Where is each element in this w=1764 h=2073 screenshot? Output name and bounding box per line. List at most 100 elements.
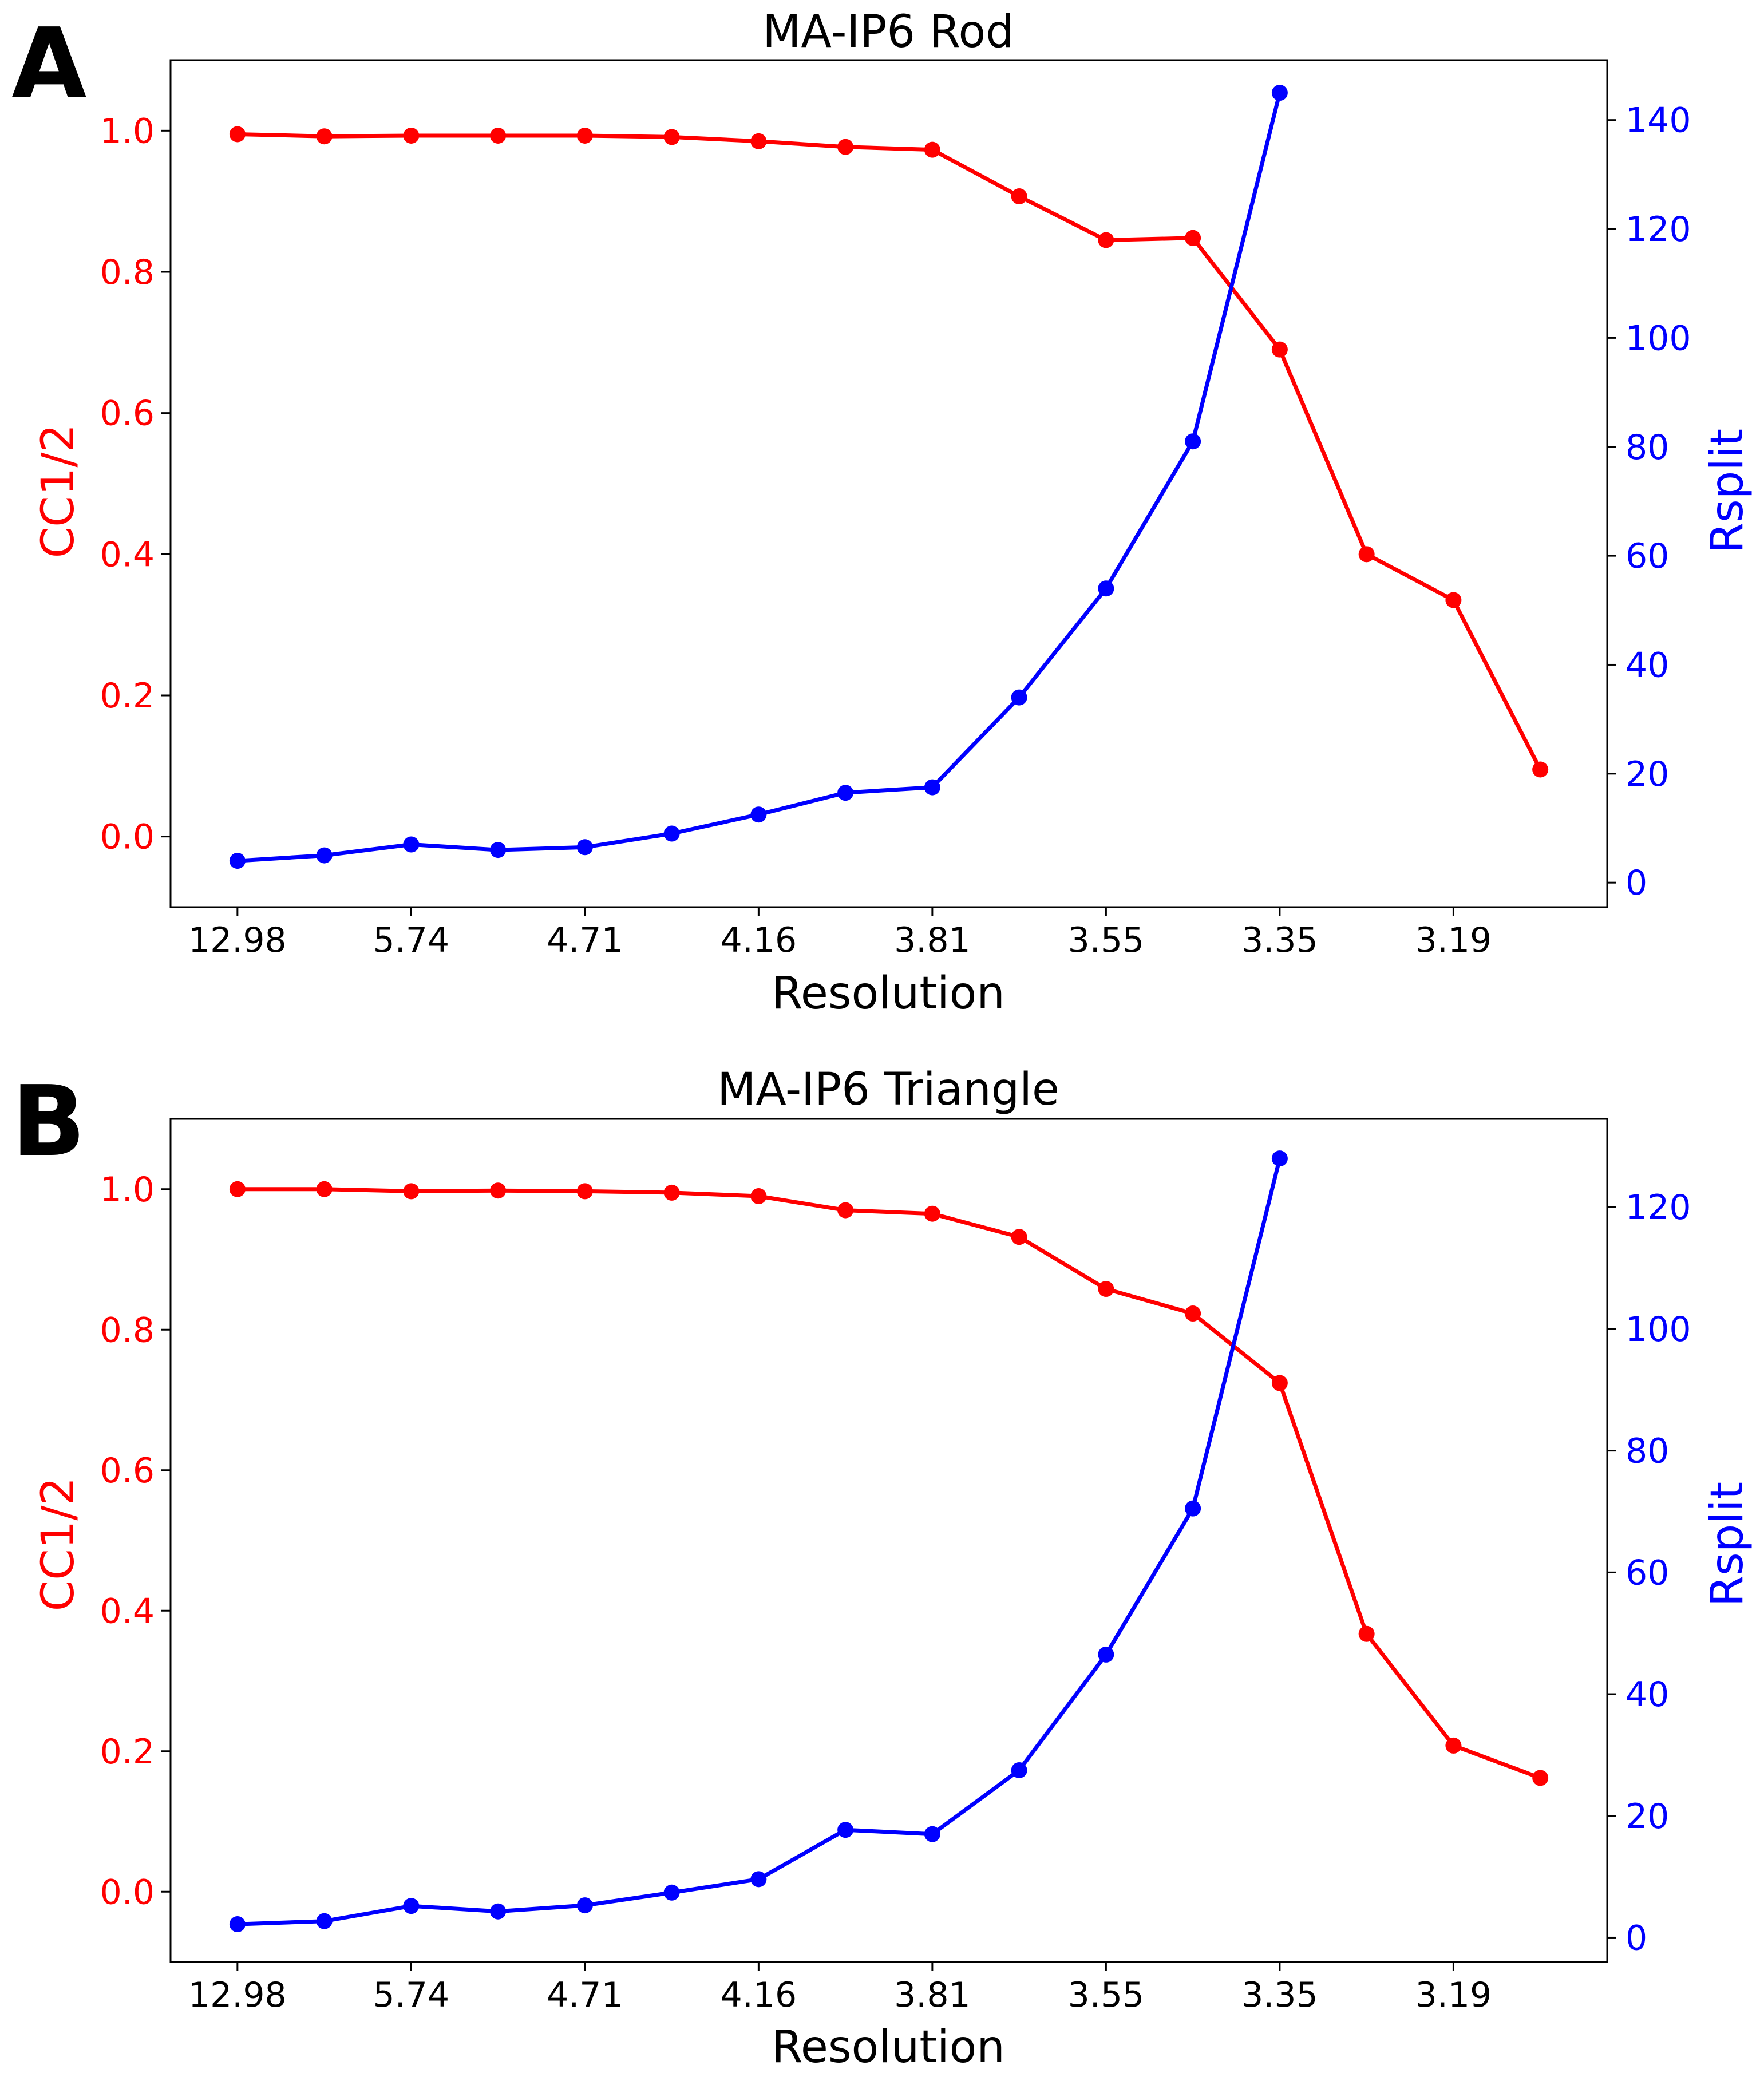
panel-b-y2-tick-label: 60	[1625, 1553, 1669, 1593]
panel-a-cc-point	[1532, 761, 1549, 778]
panel-b-y2-tick-label: 100	[1625, 1310, 1691, 1350]
panel-b-cc-point	[1098, 1281, 1114, 1297]
panel-a-cc-point	[229, 126, 246, 143]
panel-b-x-tick-label: 3.35	[1241, 1975, 1318, 2015]
panel-a-y-tick-label: 0.2	[100, 676, 155, 716]
panel-b-x-tick-label: 4.16	[721, 1975, 797, 2015]
panel-a-y-tick-label: 0.0	[100, 817, 155, 857]
panel-b-cc-point	[1358, 1625, 1375, 1642]
panel-b-title: MA-IP6 Triangle	[717, 1064, 1059, 1115]
panel-b-xlabel: Resolution	[772, 2021, 1005, 2073]
panel-b: B MA-IP6 Triangle 12.98 5.74 4.71 4.16 3.81 3…	[11, 1064, 1753, 2073]
panel-a-rsplit-point	[229, 853, 246, 869]
panel-a-rsplit-point	[1271, 85, 1288, 101]
panel-b-rsplit-point	[229, 1916, 246, 1933]
panel-a-x-tick-label: 4.71	[547, 920, 623, 960]
panel-a-plot-frame	[169, 59, 1608, 908]
panel-a-cc-point	[924, 141, 940, 158]
panel-a-ylabel: CC1/2	[33, 424, 84, 558]
panel-a-rsplit-point	[924, 779, 940, 796]
panel-a-letter: A	[11, 7, 87, 121]
panel-a-cc-point	[576, 127, 593, 144]
panel-b-x-tick-label: 4.71	[547, 1975, 623, 2015]
panel-a-y-tick-label: 0.4	[100, 535, 155, 575]
panel-a-y-tick-label: 0.8	[100, 252, 155, 292]
panel-b-y2label: Rsplit	[1702, 1482, 1753, 1607]
panel-b-plot-frame	[169, 1118, 1608, 1963]
panel-a-rsplit-point	[316, 847, 333, 864]
panel-a-y2-tick-label: 120	[1625, 209, 1691, 250]
panel-b-x-tick-label: 3.19	[1415, 1975, 1492, 2015]
panel-b-rsplit-point	[403, 1898, 420, 1914]
panel-b-x-tick-label: 5.74	[373, 1975, 450, 2015]
panel-a: A MA-IP6 Rod 12.98 5.74 4.71 4.16 3.81 3.55 3.…	[11, 6, 1753, 1019]
panel-b-cc-point	[316, 1181, 333, 1197]
panel-b-y-tick-label: 0.6	[100, 1451, 155, 1491]
panel-b-cc-point	[490, 1182, 507, 1199]
panel-a-cc-point	[750, 133, 767, 149]
panel-b-rsplit-point	[1098, 1646, 1114, 1663]
panel-a-y2label: Rsplit	[1702, 429, 1753, 553]
panel-a-y2-tick-label: 20	[1625, 754, 1669, 794]
panel-b-cc-point	[1445, 1737, 1462, 1754]
panel-b-rsplit-point	[1185, 1500, 1201, 1517]
panel-a-y2-tick-label: 0	[1625, 863, 1647, 903]
panel-b-cc-point	[750, 1188, 767, 1205]
panel-a-rsplit-point	[576, 839, 593, 856]
panel-b-plot: 12.98 5.74 4.71 4.16 3.81 3.55 3.35 3.19 0.0 0.2 0…	[100, 1118, 1691, 2015]
panel-b-x-tick-label: 12.98	[188, 1975, 287, 2015]
panel-a-cc-point	[1271, 341, 1288, 358]
panel-a-x-tick-label: 3.19	[1415, 920, 1492, 960]
panel-b-cc-point	[1011, 1229, 1027, 1245]
panel-a-y2-tick-label: 80	[1625, 428, 1669, 468]
panel-b-cc-point	[837, 1202, 854, 1219]
panel-a-rsplit-point	[1185, 433, 1201, 450]
panel-a-rsplit-point	[837, 785, 854, 801]
panel-a-rsplit-line	[237, 92, 1282, 863]
panel-a-y2-tick-label: 140	[1625, 101, 1691, 141]
panel-b-y2-tick-label: 120	[1625, 1188, 1691, 1228]
panel-b-rsplit-line	[237, 1158, 1282, 1926]
panel-a-cc-point	[663, 129, 680, 145]
panel-b-cc-point	[576, 1183, 593, 1200]
panel-b-y-tick-label: 0.0	[100, 1872, 155, 1912]
panel-a-cc-point	[490, 127, 507, 144]
panel-b-rsplit-point	[490, 1903, 507, 1920]
panel-a-cc-point	[837, 139, 854, 155]
panel-b-rsplit-point	[1011, 1762, 1027, 1778]
panel-a-rsplit-point	[490, 842, 507, 859]
panel-b-x-tick-label: 3.55	[1068, 1975, 1145, 2015]
panel-b-rsplit-point	[924, 1826, 940, 1842]
panel-a-x-tick-label: 3.81	[894, 920, 971, 960]
panel-a-y2-tick-label: 100	[1625, 318, 1691, 358]
panel-b-y2-tick-label: 20	[1625, 1797, 1669, 1837]
panel-b-y2-tick-label: 0	[1625, 1918, 1647, 1958]
panel-a-cc-point	[1098, 232, 1114, 248]
panel-b-rsplit-point	[663, 1884, 680, 1901]
panel-a-x-tick-label: 4.16	[721, 920, 797, 960]
panel-a-x-tick-label: 3.55	[1068, 920, 1145, 960]
panel-a-cc-point	[403, 127, 420, 144]
panel-a-cc-line	[237, 132, 1542, 771]
panel-a-cc-point	[1011, 188, 1027, 205]
panel-b-cc-point	[1532, 1770, 1549, 1786]
panel-b-rsplit-point	[316, 1913, 333, 1929]
panel-b-y2-tick-label: 80	[1625, 1431, 1669, 1471]
panel-b-y-tick-label: 1.0	[100, 1170, 155, 1210]
panel-a-title: MA-IP6 Rod	[762, 6, 1014, 58]
panel-a-cc-point	[1358, 546, 1375, 563]
panel-a-y2-tick-label: 40	[1625, 645, 1669, 685]
panel-b-y-tick-label: 0.4	[100, 1591, 155, 1631]
panel-b-x-tick-label: 3.81	[894, 1975, 971, 2015]
panel-b-cc-point	[924, 1205, 940, 1222]
panel-a-x-tick-label: 12.98	[188, 920, 287, 960]
panel-a-xlabel: Resolution	[772, 968, 1005, 1019]
panel-b-cc-line	[237, 1187, 1541, 1780]
panel-a-x-tick-label: 3.35	[1241, 920, 1318, 960]
panel-a-y-tick-label: 0.6	[100, 394, 155, 434]
panel-a-rsplit-point	[1098, 580, 1114, 597]
panel-b-cc-point	[1185, 1305, 1201, 1322]
panel-b-cc-point	[229, 1181, 246, 1197]
panel-a-plot: 12.98 5.74 4.71 4.16 3.81 3.55 3.35 3.19 0.0 0.2 0…	[100, 59, 1691, 960]
